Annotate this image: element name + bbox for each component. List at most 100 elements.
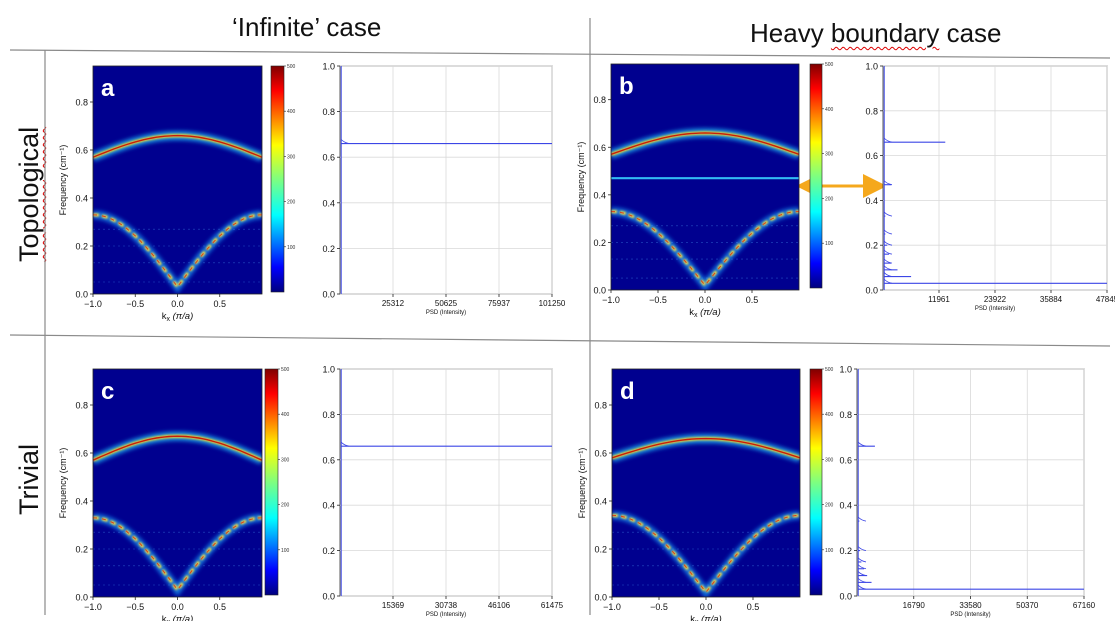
y-tick-label: 0.0 [75, 290, 88, 300]
y-tick-label: 0.8 [75, 98, 88, 108]
y-tick-label: 0.6 [594, 449, 607, 459]
colorbar-tick-label: 100 [825, 241, 834, 247]
psd-panel-b-psd: 0.0 0.2 0.4 0.6 0.8 1.0 11961 23922 35884 47845 PS… [865, 62, 1115, 313]
heatmap-bands [611, 128, 799, 290]
x-tick-label: −1.0 [602, 295, 620, 305]
heatmap-panel-b: b 0.0 0.2 0.4 0.6 0.8 −1.0 −0.5 0.0 0.5 kx (π/a) Fr… [576, 62, 834, 319]
heatmap-panel-d: d 0.0 0.2 0.4 0.6 0.8 −1.0 −0.5 0.0 0.5 kx (π/a) Fr… [577, 367, 834, 621]
colorbar-tick-label: 500 [825, 62, 834, 68]
y-tick-label: 0.8 [593, 95, 606, 105]
y-axis-label: Frequency (cm⁻¹) [58, 448, 68, 519]
x-tick-label: 0.5 [747, 602, 760, 612]
psd-trace [857, 369, 1084, 596]
y-tick-label: 1.0 [322, 62, 335, 72]
y-tick-label: 0.6 [322, 455, 335, 465]
y-tick-label: 0.6 [75, 146, 88, 156]
y-tick-label: 0.8 [865, 106, 878, 116]
y-tick-label: 0.2 [839, 546, 852, 556]
y-axis-label: Frequency (cm⁻¹) [58, 145, 68, 216]
x-tick-label: −0.5 [126, 299, 144, 309]
psd-panel-d-psd: 0.0 0.2 0.4 0.6 0.8 1.0 16790 33580 50370 67160 PS… [839, 365, 1095, 619]
psd-peak-shoulder [883, 137, 893, 143]
y-tick-label: 0.6 [75, 449, 88, 459]
colorbar-tick-label: 300 [281, 457, 290, 463]
psd-peak-shoulder [883, 279, 893, 284]
heatmap-background [93, 369, 262, 597]
y-tick-label: 0.4 [322, 198, 335, 208]
x-tick-label: 101250 [539, 299, 566, 308]
x-tick-label: 61475 [541, 601, 564, 610]
colorbar-tick-label: 400 [825, 107, 834, 113]
x-tick-label: −0.5 [126, 602, 144, 612]
y-tick-label: 0.8 [322, 410, 335, 420]
colorbar-tick-label: 300 [825, 152, 834, 158]
colorbar-tick-label: 200 [825, 503, 834, 509]
x-tick-label: 50370 [1016, 601, 1039, 610]
y-tick-label: 0.4 [75, 194, 88, 204]
psd-peak-shoulder [340, 441, 350, 447]
psd-peak-shoulder [857, 564, 867, 570]
colorbar-tick-label: 100 [287, 245, 296, 251]
panel-letter: d [620, 378, 635, 405]
y-tick-label: 0.6 [839, 455, 852, 465]
psd-peak-shoulder [883, 211, 893, 217]
column-title-infinite: ‘Infinite’ case [232, 12, 382, 42]
x-tick-label: 67160 [1073, 601, 1096, 610]
psd-peak-shoulder [883, 180, 893, 186]
x-tick-label: −1.0 [84, 602, 102, 612]
y-tick-label: 0.2 [75, 242, 88, 252]
y-tick-label: 0.2 [322, 244, 335, 254]
x-tick-label: −0.5 [649, 295, 667, 305]
y-tick-label: 0.8 [75, 401, 88, 411]
y-tick-label: 1.0 [839, 365, 852, 375]
x-tick-label: −1.0 [84, 299, 102, 309]
divider-middle [9, 334, 1111, 347]
heatmap-panel-a: a 0.0 0.2 0.4 0.6 0.8 −1.0 −0.5 0.0 0.5 kx (π/a) Fr… [58, 64, 296, 323]
psd-peak-shoulder [883, 258, 893, 264]
x-tick-label: 75937 [488, 299, 511, 308]
psd-peak-shoulder [883, 272, 893, 277]
x-tick-label: −1.0 [603, 602, 621, 612]
heatmap-bands [93, 131, 262, 294]
psd-peak-shoulder [857, 571, 867, 576]
colorbar-tick-label: 400 [825, 412, 834, 418]
colorbar-tick-label: 200 [281, 503, 290, 509]
psd-peak-shoulder [857, 441, 867, 447]
y-tick-label: 0.0 [593, 286, 606, 296]
x-tick-label: 0.5 [746, 295, 759, 305]
y-tick-label: 0.0 [75, 593, 88, 603]
y-tick-label: 0.8 [322, 107, 335, 117]
x-tick-label: 0.0 [700, 602, 713, 612]
colorbar [809, 63, 823, 289]
colorbar-tick-label: 300 [825, 457, 834, 463]
colorbar-tick-label: 200 [825, 196, 834, 202]
x-tick-label: 0.0 [699, 295, 712, 305]
x-axis-label: kx (π/a) [690, 614, 722, 621]
panel-letter: a [101, 75, 115, 102]
colorbar-tick-label: 400 [281, 412, 290, 418]
y-tick-label: 0.2 [75, 545, 88, 555]
colorbar [264, 368, 279, 596]
colorbar [270, 65, 285, 293]
x-tick-label: 0.5 [213, 299, 226, 309]
heatmap-background [611, 64, 799, 290]
column-title-part: boundary [830, 18, 940, 48]
y-tick-label: 1.0 [322, 365, 335, 375]
x-tick-label: 50625 [435, 299, 458, 308]
psd-trace [340, 66, 552, 294]
heatmap-panel-c: c 0.0 0.2 0.4 0.6 0.8 −1.0 −0.5 0.0 0.5 kx (π/a) Fr… [58, 367, 290, 621]
heatmap-background [612, 369, 800, 597]
psd-peak-shoulder [883, 265, 893, 271]
x-tick-label: 0.0 [171, 602, 184, 612]
divider-top [9, 49, 1111, 59]
psd-panel-a-psd: 0.0 0.2 0.4 0.6 0.8 1.0 25312 50625 75937 101250 P… [322, 62, 565, 317]
x-tick-label: 15369 [382, 601, 405, 610]
y-tick-label: 0.4 [593, 190, 606, 200]
y-tick-label: 0.4 [594, 497, 607, 507]
grid-dividers [9, 18, 1111, 615]
colorbar-tick-label: 100 [825, 548, 834, 554]
lower-band-core [93, 214, 262, 288]
heatmap-bands [93, 431, 262, 597]
x-axis-label: kx (π/a) [689, 307, 721, 319]
